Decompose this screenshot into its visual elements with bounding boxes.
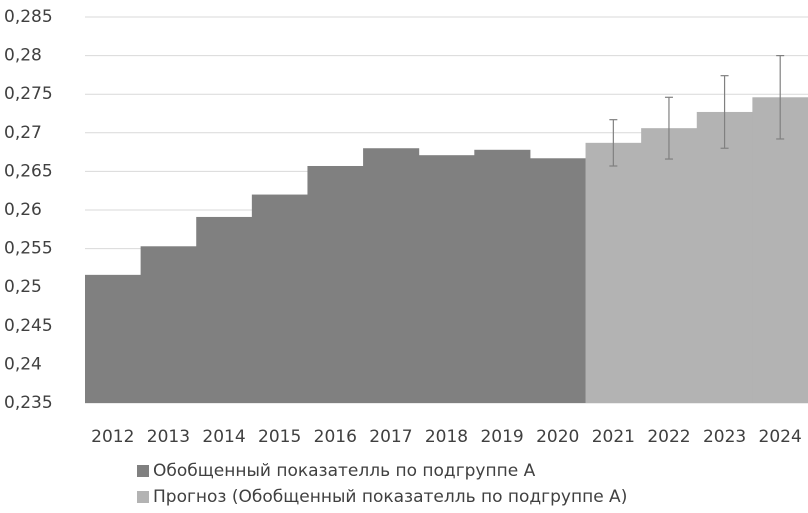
y-tick-label: 0,25: [4, 277, 42, 297]
y-tick-label: 0,275: [4, 84, 53, 104]
y-tick-label: 0,24: [4, 354, 42, 374]
y-tick-label: 0,26: [4, 200, 42, 220]
x-tick-label: 2015: [258, 427, 301, 447]
x-tick-label: 2013: [147, 427, 190, 447]
bar: [196, 216, 253, 403]
bar: [585, 142, 642, 403]
legend-swatch: [137, 491, 149, 503]
y-tick-label: 0,27: [4, 123, 42, 143]
bar: [307, 165, 364, 403]
bar: [529, 158, 587, 403]
y-tick-label: 0,28: [4, 46, 42, 66]
x-tick-label: 2016: [314, 427, 357, 447]
legend-swatch: [137, 465, 149, 477]
x-tick-label: 2012: [91, 427, 134, 447]
bar: [696, 111, 753, 404]
x-tick-label: 2019: [480, 427, 523, 447]
error-bar: [720, 75, 729, 149]
bar: [140, 246, 197, 403]
x-tick-label: 2024: [759, 427, 802, 447]
y-tick-label: 0,265: [4, 161, 53, 181]
x-tick-label: 2020: [536, 427, 579, 447]
error-bar: [664, 96, 673, 160]
y-tick-label: 0,255: [4, 239, 53, 259]
x-tick-label: 2023: [703, 427, 746, 447]
y-tick-label: 0,285: [4, 7, 53, 27]
bar: [418, 155, 475, 403]
x-tick-label: 2021: [592, 427, 635, 447]
x-tick-label: 2022: [647, 427, 690, 447]
bar: [752, 97, 808, 404]
y-tick-label: 0,235: [4, 393, 53, 413]
bar: [641, 128, 698, 403]
bar: [251, 194, 308, 403]
x-tick-label: 2018: [425, 427, 468, 447]
x-tick-label: 2017: [369, 427, 412, 447]
y-tick-label: 0,245: [4, 316, 53, 336]
legend-label: Обобщенный показателль по подгруппе А: [153, 461, 536, 481]
legend-label: Прогноз (Обобщенный показателль по подгр…: [153, 487, 627, 507]
error-bar: [609, 119, 618, 167]
bar: [363, 148, 420, 403]
x-tick-label: 2014: [202, 427, 245, 447]
error-bar: [776, 54, 785, 140]
bar: [474, 149, 531, 403]
bar: [85, 274, 142, 403]
